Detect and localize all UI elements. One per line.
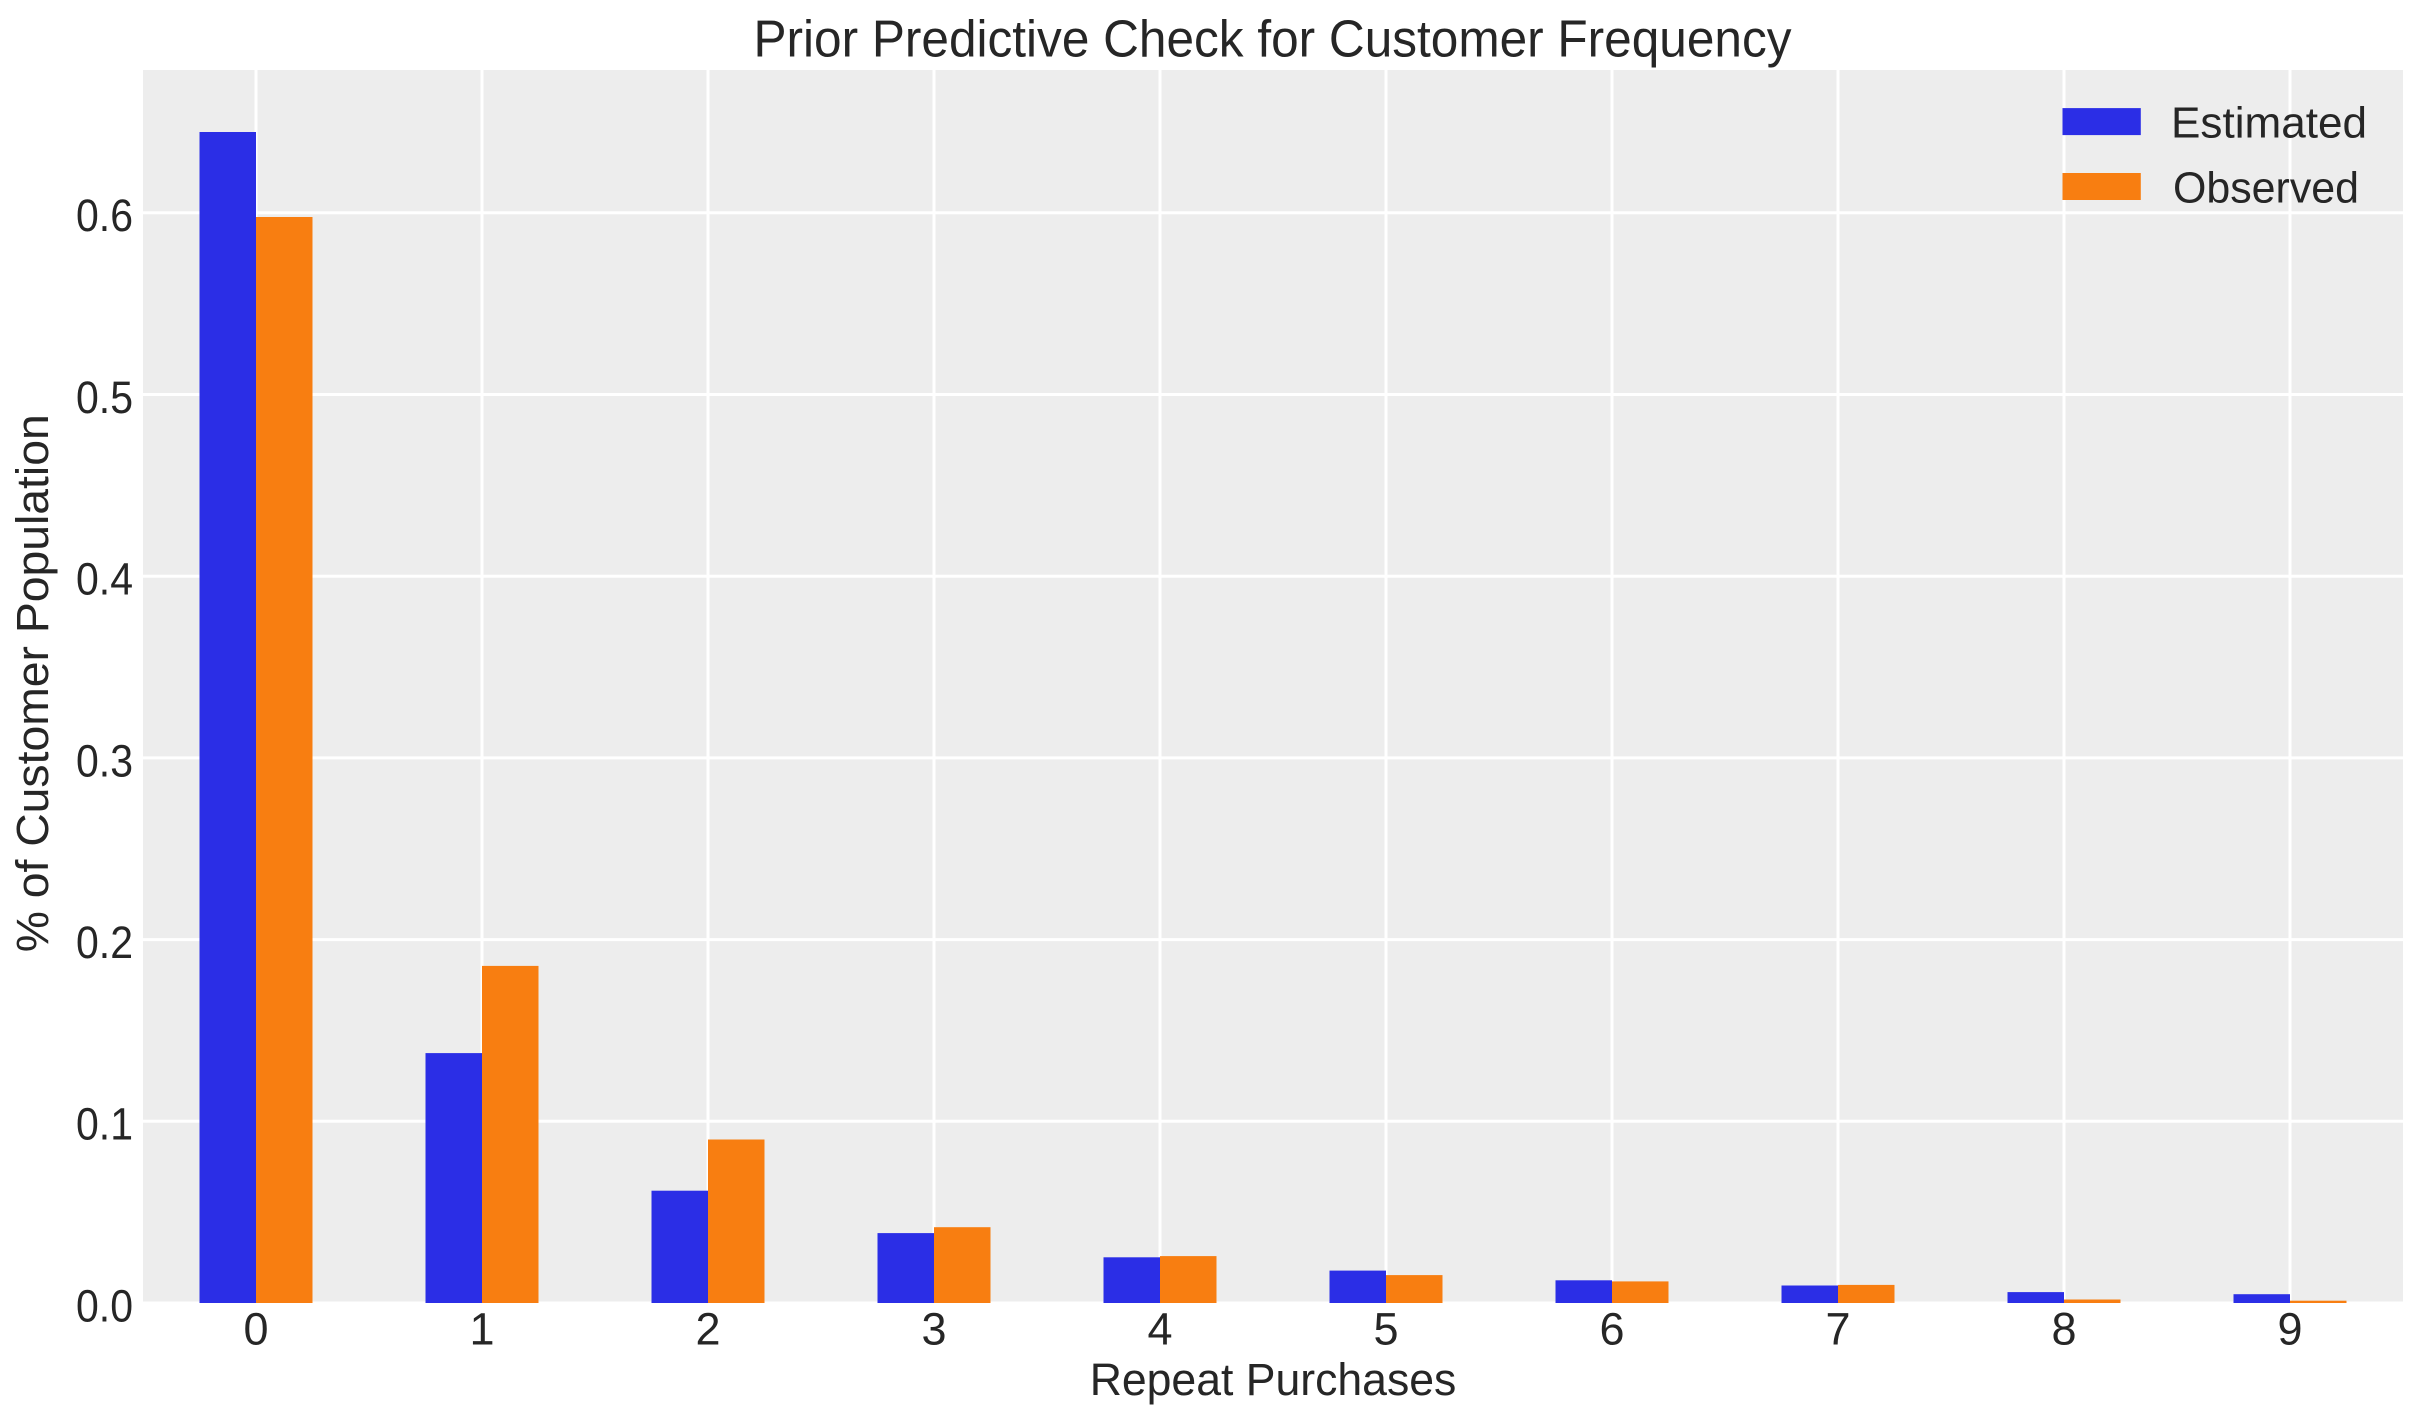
svg-text:3: 3 (921, 1304, 946, 1355)
svg-text:5: 5 (1373, 1304, 1398, 1355)
svg-text:0.3: 0.3 (76, 735, 133, 786)
svg-text:Observed: Observed (2173, 164, 2359, 213)
svg-text:0: 0 (243, 1304, 268, 1355)
svg-text:1: 1 (469, 1304, 494, 1355)
svg-text:0.1: 0.1 (76, 1099, 133, 1150)
svg-text:6: 6 (1599, 1304, 1624, 1355)
svg-text:2: 2 (695, 1304, 720, 1355)
svg-text:9: 9 (2277, 1304, 2302, 1355)
svg-text:7: 7 (1825, 1304, 1850, 1355)
svg-text:0.5: 0.5 (76, 372, 133, 423)
svg-text:4: 4 (1147, 1304, 1172, 1355)
svg-text:Estimated: Estimated (2171, 99, 2367, 148)
svg-text:0.4: 0.4 (76, 554, 133, 605)
svg-text:0.6: 0.6 (76, 190, 133, 241)
svg-text:Repeat Purchases: Repeat Purchases (1090, 1354, 1457, 1405)
svg-text:Prior Predictive Check for Cus: Prior Predictive Check for Customer Freq… (754, 11, 1792, 69)
svg-text:8: 8 (2051, 1304, 2076, 1355)
svg-text:0.2: 0.2 (76, 917, 133, 968)
svg-text:% of Customer Population: % of Customer Population (7, 414, 58, 952)
svg-text:0.0: 0.0 (76, 1280, 133, 1331)
